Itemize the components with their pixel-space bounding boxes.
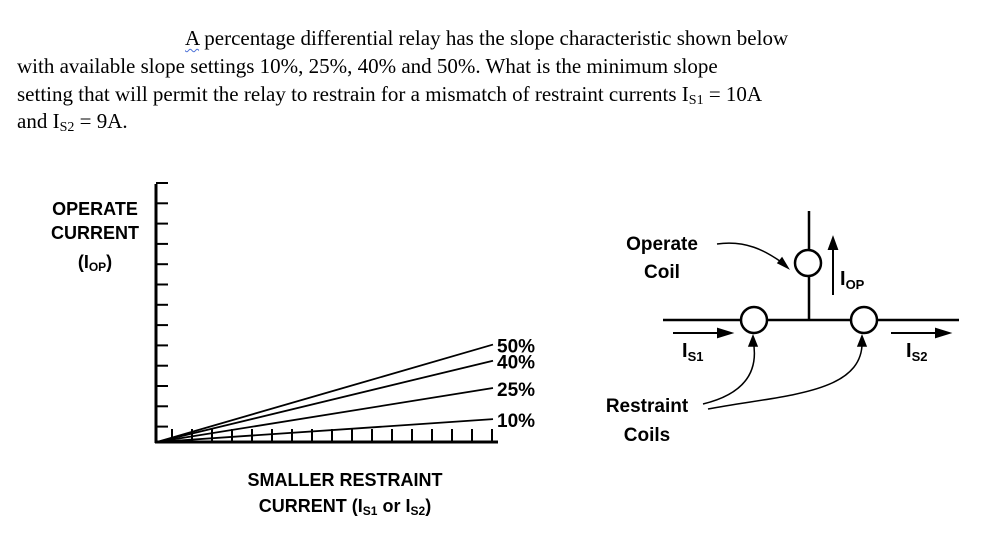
is1-arrow-icon: [673, 327, 735, 339]
question-line-3: setting that will permit the relay to re…: [17, 82, 763, 108]
is1-label: IS1: [682, 340, 703, 364]
slope-line-25pct: [156, 387, 494, 443]
slope-label: 25%: [497, 380, 535, 401]
slope-label: 10%: [497, 411, 535, 432]
x-label-line-1: SMALLER RESTRAINT: [248, 470, 443, 490]
question-line-1: A percentage differential relay has the …: [185, 26, 789, 50]
restraint-pointer-icon: [702, 333, 868, 410]
slope-line-50pct: [156, 343, 494, 443]
restraint-coil-1: [739, 305, 769, 335]
slope-chart: 50%40% 25% 10% OPERATE CURRENT (IOP) SMALL…: [51, 182, 535, 518]
restraint-coils-label-1: Restraint: [606, 396, 689, 417]
question-line-4: and IS2 = 9A.: [17, 109, 128, 135]
operate-coil-label-2: Coil: [644, 262, 680, 283]
slope-label: 50%: [497, 337, 535, 358]
is2-label: IS2: [906, 340, 927, 364]
y-label-line-3: (IOP): [78, 252, 112, 274]
x-label-line-2: CURRENT (IS1 or IS2): [259, 496, 431, 518]
iop-label: IOP: [840, 268, 865, 292]
relay-circuit: [663, 211, 959, 410]
slope-line-10pct: [156, 418, 494, 443]
is2-arrow-icon: [891, 327, 953, 339]
question-line-2: with available slope settings 10%, 25%, …: [17, 54, 718, 78]
restraint-coils-label-2: Coils: [624, 425, 670, 446]
operate-pointer-icon: [716, 242, 790, 270]
slope-line-40pct: [156, 359, 494, 443]
slope-label: 40%: [497, 353, 535, 374]
operate-coil: [793, 248, 823, 278]
operate-coil-label-1: Operate: [626, 234, 698, 255]
iop-arrow-icon: [827, 235, 839, 295]
y-label-line-2: CURRENT: [51, 223, 139, 243]
y-label-line-1: OPERATE: [52, 199, 138, 219]
restraint-coil-2: [849, 305, 879, 335]
question-first-word: A: [185, 26, 200, 50]
